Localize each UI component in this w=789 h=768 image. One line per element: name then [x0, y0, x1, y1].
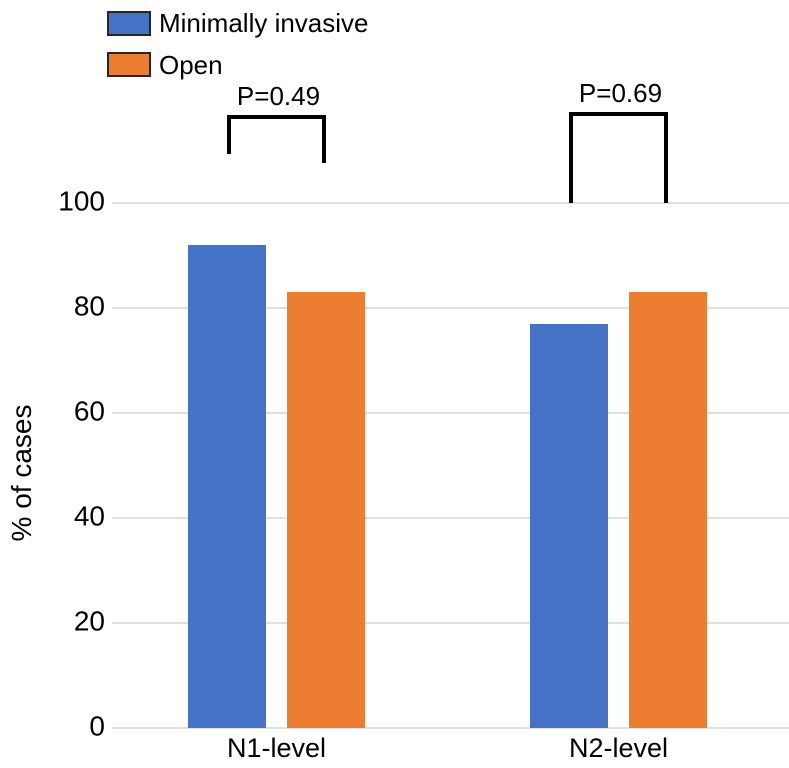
legend-swatch-open [107, 52, 151, 78]
gridline-20 [112, 622, 789, 624]
y-tick-label-20: 20 [73, 605, 105, 637]
legend-item-minimally-invasive: Minimally invasive [107, 9, 369, 38]
gridline-60 [112, 412, 789, 414]
y-tick-label-0: 0 [89, 710, 105, 742]
bar-n1-level-open [287, 292, 365, 728]
bracket-right-leg [322, 115, 326, 163]
bracket-right-leg [664, 112, 668, 203]
bracket-left-leg [227, 115, 231, 154]
x-axis-label-n1-level: N1-level [226, 733, 327, 763]
legend-label-open: Open [159, 49, 223, 80]
y-tick-label-100: 100 [58, 185, 105, 217]
p-value-label-n1-level: P=0.49 [236, 81, 321, 111]
p-value-label-n2-level: P=0.69 [578, 78, 663, 108]
bracket-left-leg [569, 112, 573, 203]
bar-n1-level-minimally-invasive [188, 245, 266, 728]
gridline-80 [112, 307, 789, 309]
significance-bracket-n1-level [227, 115, 326, 163]
y-tick-label-60: 60 [73, 395, 105, 427]
legend-item-open: Open [107, 49, 369, 80]
y-tick-label-80: 80 [73, 290, 105, 322]
legend-swatch-minimally-invasive [107, 10, 151, 36]
gridline-100 [112, 202, 789, 204]
gridline-0 [112, 727, 789, 729]
x-axis-label-n2-level: N2-level [568, 733, 669, 763]
legend-label-minimally-invasive: Minimally invasive [159, 8, 369, 38]
chart-legend: Minimally invasive Open [107, 9, 369, 79]
bar-n2-level-open [629, 292, 707, 728]
gridline-40 [112, 517, 789, 519]
y-tick-label-40: 40 [73, 500, 105, 532]
significance-bracket-n2-level [569, 112, 668, 203]
bar-n2-level-minimally-invasive [530, 323, 608, 728]
